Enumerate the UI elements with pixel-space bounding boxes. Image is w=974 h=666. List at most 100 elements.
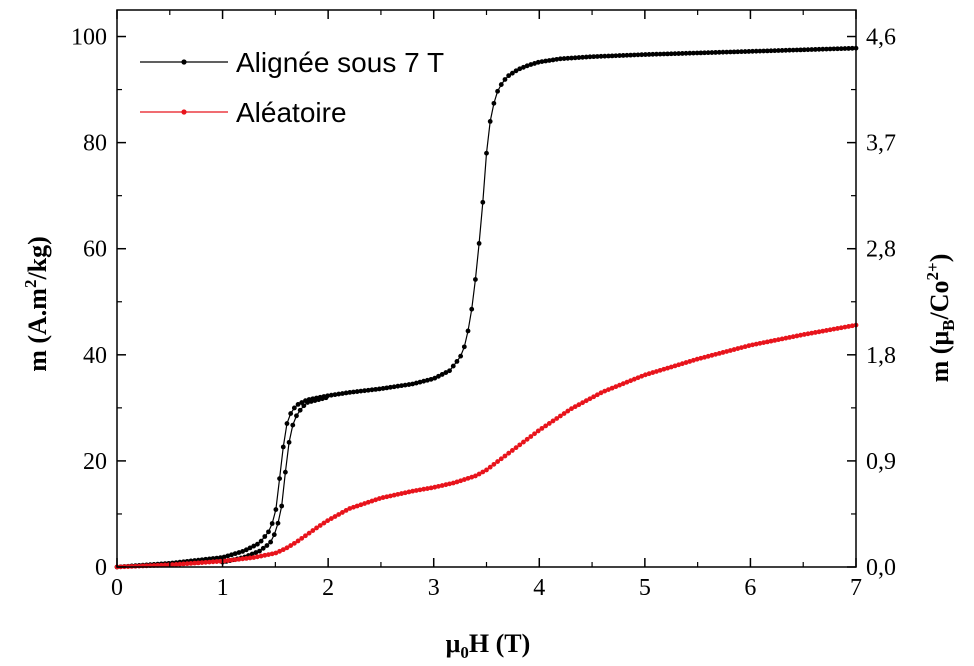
data-point [173,562,179,567]
data-point [277,476,282,481]
data-point [572,404,578,410]
data-point [439,372,445,377]
data-point [735,346,741,351]
data-point [301,403,307,409]
data-point [465,328,471,334]
data-point [491,461,497,467]
data-point [380,386,386,391]
data-point [373,386,379,392]
data-point [291,540,297,546]
data-point [328,516,334,521]
data-point [184,561,190,567]
data-point [280,444,286,450]
data-point [613,384,619,390]
data-point [210,556,216,561]
data-point [299,535,305,541]
y-tick-label: 80 [83,131,107,157]
data-point [809,330,815,336]
data-point [720,49,726,55]
data-point [750,342,755,348]
data-point [528,62,534,67]
data-point [476,241,482,246]
data-point [369,387,375,393]
data-point [247,555,253,561]
data-point [258,553,264,559]
data-point [282,469,288,475]
data-point [257,548,262,554]
y2-tick-label: 0,0 [866,555,896,581]
data-point [731,49,737,55]
data-point [687,50,693,56]
data-point [691,50,696,56]
data-point [417,379,423,385]
data-point [776,48,781,53]
y-axis-title-left: m (A.m2/kg) [21,236,52,372]
data-point [620,53,626,58]
data-point [787,47,792,53]
data-point [620,381,626,387]
data-point [362,501,367,506]
data-point [546,58,552,63]
data-point [521,439,526,445]
x-axis-title-main: μ [446,629,461,658]
data-point [753,341,759,347]
data-point [583,398,589,404]
x-tick-label: 7 [850,575,862,601]
data-point [447,481,452,487]
data-point [275,520,281,526]
data-point [279,503,285,509]
data-point [646,52,652,57]
data-point [458,478,464,484]
data-point [831,326,837,332]
data-point [676,51,682,56]
data-point [543,423,549,429]
data-point [310,528,316,533]
data-point [236,556,242,562]
data-point [668,51,674,57]
data-point [351,504,356,510]
y-axis-title-left-pre: m (A.m [23,288,52,372]
data-point [266,529,271,535]
data-point [631,376,637,382]
data-point [731,347,737,352]
data-point [805,47,811,53]
data-point [757,340,763,346]
data-point [517,66,523,72]
data-point [698,50,704,56]
data-point [572,55,578,61]
data-point [702,50,707,56]
data-point [598,390,604,396]
data-point [631,52,637,58]
data-point [668,364,674,370]
data-point [809,47,815,52]
data-point [402,382,408,388]
data-point [528,434,534,439]
data-point [218,558,223,564]
data-point [262,552,268,558]
data-point [373,497,379,503]
data-point [229,552,234,558]
data-point [617,382,622,388]
data-point [779,48,785,53]
data-point [312,398,318,403]
data-point [650,51,656,57]
data-point [702,354,707,360]
data-point [539,59,545,64]
data-point [428,376,434,382]
data-point [177,561,183,567]
data-point [199,560,205,566]
series-layer [114,45,859,570]
data-point [683,50,689,56]
data-point [739,49,744,55]
data-point [247,545,253,551]
data-point [491,100,497,106]
data-point [550,418,556,424]
data-point [661,51,667,57]
data-point [576,402,582,408]
data-point [399,491,404,496]
data-point [591,394,597,400]
data-point [535,59,541,65]
data-point [613,53,619,59]
data-point [436,483,441,489]
